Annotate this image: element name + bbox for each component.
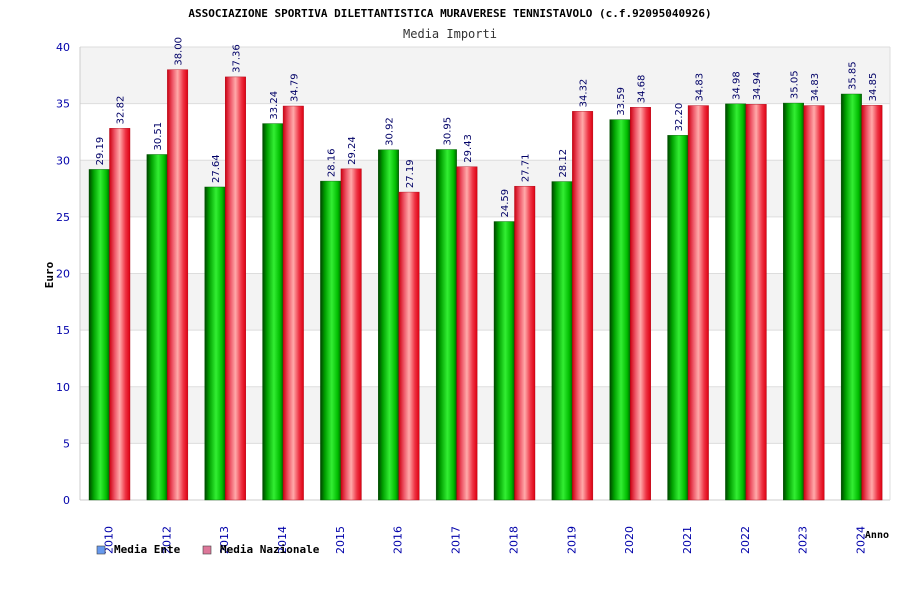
data-labels: 29.19 32.82 30.51 38.00 27.64 37.36 33.24 34.79…: [95, 37, 879, 218]
bar-media-nazionale-2010: [109, 128, 131, 501]
x-tick-label-2016: 2016: [392, 526, 405, 554]
y-tick-label: 5: [63, 437, 70, 450]
x-tick-label-2021: 2021: [681, 526, 694, 554]
x-tick-label-2013: 2013: [218, 526, 231, 554]
data-label-media-ente-2015: 28.16: [327, 148, 338, 177]
x-tick-label-2010: 2010: [102, 526, 115, 554]
data-label-media-ente-2010: 29.19: [95, 137, 106, 166]
x-axis-label: Anno: [865, 530, 889, 541]
bar-media-nazionale-2023: [803, 105, 825, 501]
data-label-media-ente-2013: 27.64: [211, 154, 222, 183]
bar-media-ente-2017: [435, 149, 457, 501]
legend-label-media-ente: Media Ente: [114, 543, 181, 556]
y-tick-label: 25: [56, 211, 70, 224]
y-tick-label: 40: [56, 41, 70, 54]
x-tick-label-2024: 2024: [855, 526, 868, 554]
bar-media-ente-2021: [667, 135, 689, 501]
data-label-media-ente-2019: 28.12: [558, 149, 569, 178]
bar-media-nazionale-2015: [340, 168, 362, 501]
data-label-media-nazionale-2022: 34.94: [752, 72, 763, 101]
data-label-media-nazionale-2021: 34.83: [694, 73, 705, 102]
x-tick-label-2012: 2012: [160, 526, 173, 554]
bar-media-ente-2014: [262, 123, 284, 501]
bar-media-ente-2018: [493, 221, 515, 501]
x-tick-label-2020: 2020: [623, 526, 636, 554]
y-axis-label: Euro: [43, 261, 56, 288]
bar-media-nazionale-2012: [167, 69, 189, 501]
bar-media-ente-2012: [146, 154, 168, 501]
data-label-media-ente-2024: 35.85: [847, 61, 858, 90]
x-tick-label-2023: 2023: [797, 526, 810, 554]
chart-title: ASSOCIAZIONE SPORTIVA DILETTANTISTICA MU…: [188, 7, 711, 20]
y-tick-label: 0: [63, 494, 70, 507]
data-label-media-ente-2018: 24.59: [500, 189, 511, 218]
grid-band: [80, 160, 890, 217]
data-label-media-nazionale-2013: 37.36: [231, 44, 242, 73]
bars: [88, 69, 883, 501]
x-axis-ticks: 2010 2012 2013 2014 2015 2016 2017 2018 2019 2020…: [102, 526, 867, 554]
bar-media-nazionale-2014: [282, 105, 304, 501]
data-label-media-nazionale-2024: 34.85: [868, 73, 879, 102]
data-label-media-nazionale-2017: 29.43: [463, 134, 474, 163]
y-tick-label: 10: [56, 381, 70, 394]
bar-media-ente-2022: [725, 103, 747, 501]
y-tick-label: 15: [56, 324, 70, 337]
bar-media-ente-2020: [609, 119, 631, 501]
grid-band: [80, 273, 890, 331]
bar-media-nazionale-2024: [861, 105, 883, 501]
bar-media-ente-2015: [320, 180, 342, 501]
bar-media-nazionale-2016: [398, 191, 420, 501]
data-label-media-nazionale-2015: 29.24: [347, 136, 358, 165]
grid-band: [80, 386, 890, 444]
data-label-media-ente-2023: 35.05: [790, 70, 801, 99]
data-label-media-nazionale-2019: 34.32: [579, 79, 590, 108]
grid-band: [80, 47, 890, 104]
bar-media-ente-2024: [840, 93, 862, 501]
bar-media-ente-2010: [88, 169, 110, 501]
x-tick-label-2015: 2015: [334, 526, 347, 554]
data-label-media-nazionale-2020: 34.68: [636, 75, 647, 104]
data-label-media-ente-2022: 34.98: [732, 71, 743, 100]
legend-swatch-media-ente: [96, 545, 106, 555]
chart-subtitle: Media Importi: [403, 27, 497, 41]
bar-media-ente-2019: [551, 181, 573, 501]
y-tick-label: 30: [56, 154, 70, 167]
bar-media-nazionale-2018: [514, 185, 536, 501]
y-tick-label: 20: [56, 268, 70, 281]
data-label-media-nazionale-2023: 34.83: [810, 73, 821, 102]
data-label-media-nazionale-2016: 27.19: [405, 159, 416, 188]
bar-media-nazionale-2019: [572, 111, 594, 501]
bar-media-ente-2016: [378, 149, 399, 501]
legend: Media Ente Media Nazionale: [96, 543, 320, 556]
legend-swatch-media-nazionale: [202, 545, 212, 555]
x-tick-label-2017: 2017: [450, 526, 463, 554]
x-tick-label-2014: 2014: [276, 526, 289, 554]
bar-media-nazionale-2022: [745, 104, 767, 501]
bar-media-ente-2023: [783, 102, 804, 501]
y-axis-ticks: 0 5 10 15 20 25 30 35 40: [56, 41, 70, 507]
bar-media-ente-2013: [204, 186, 226, 501]
data-label-media-ente-2017: 30.95: [442, 117, 453, 146]
legend-label-media-nazionale: Media Nazionale: [220, 543, 320, 556]
data-label-media-nazionale-2012: 38.00: [174, 37, 185, 66]
data-label-media-nazionale-2014: 34.79: [289, 73, 300, 102]
bar-media-nazionale-2020: [630, 107, 651, 501]
data-label-media-ente-2014: 33.24: [269, 91, 280, 120]
data-label-media-nazionale-2018: 27.71: [521, 154, 532, 183]
bar-media-nazionale-2021: [687, 105, 709, 501]
data-label-media-ente-2016: 30.92: [385, 117, 396, 146]
y-tick-label: 35: [56, 98, 70, 111]
bar-media-nazionale-2013: [225, 76, 246, 501]
data-label-media-ente-2021: 32.20: [674, 103, 685, 132]
data-label-media-ente-2012: 30.51: [153, 122, 164, 151]
data-label-media-nazionale-2010: 32.82: [116, 96, 127, 125]
x-tick-label-2018: 2018: [507, 526, 520, 554]
x-tick-label-2022: 2022: [739, 526, 752, 554]
bar-media-nazionale-2017: [456, 166, 478, 501]
data-label-media-ente-2020: 33.59: [616, 87, 627, 116]
x-tick-label-2019: 2019: [565, 526, 578, 554]
